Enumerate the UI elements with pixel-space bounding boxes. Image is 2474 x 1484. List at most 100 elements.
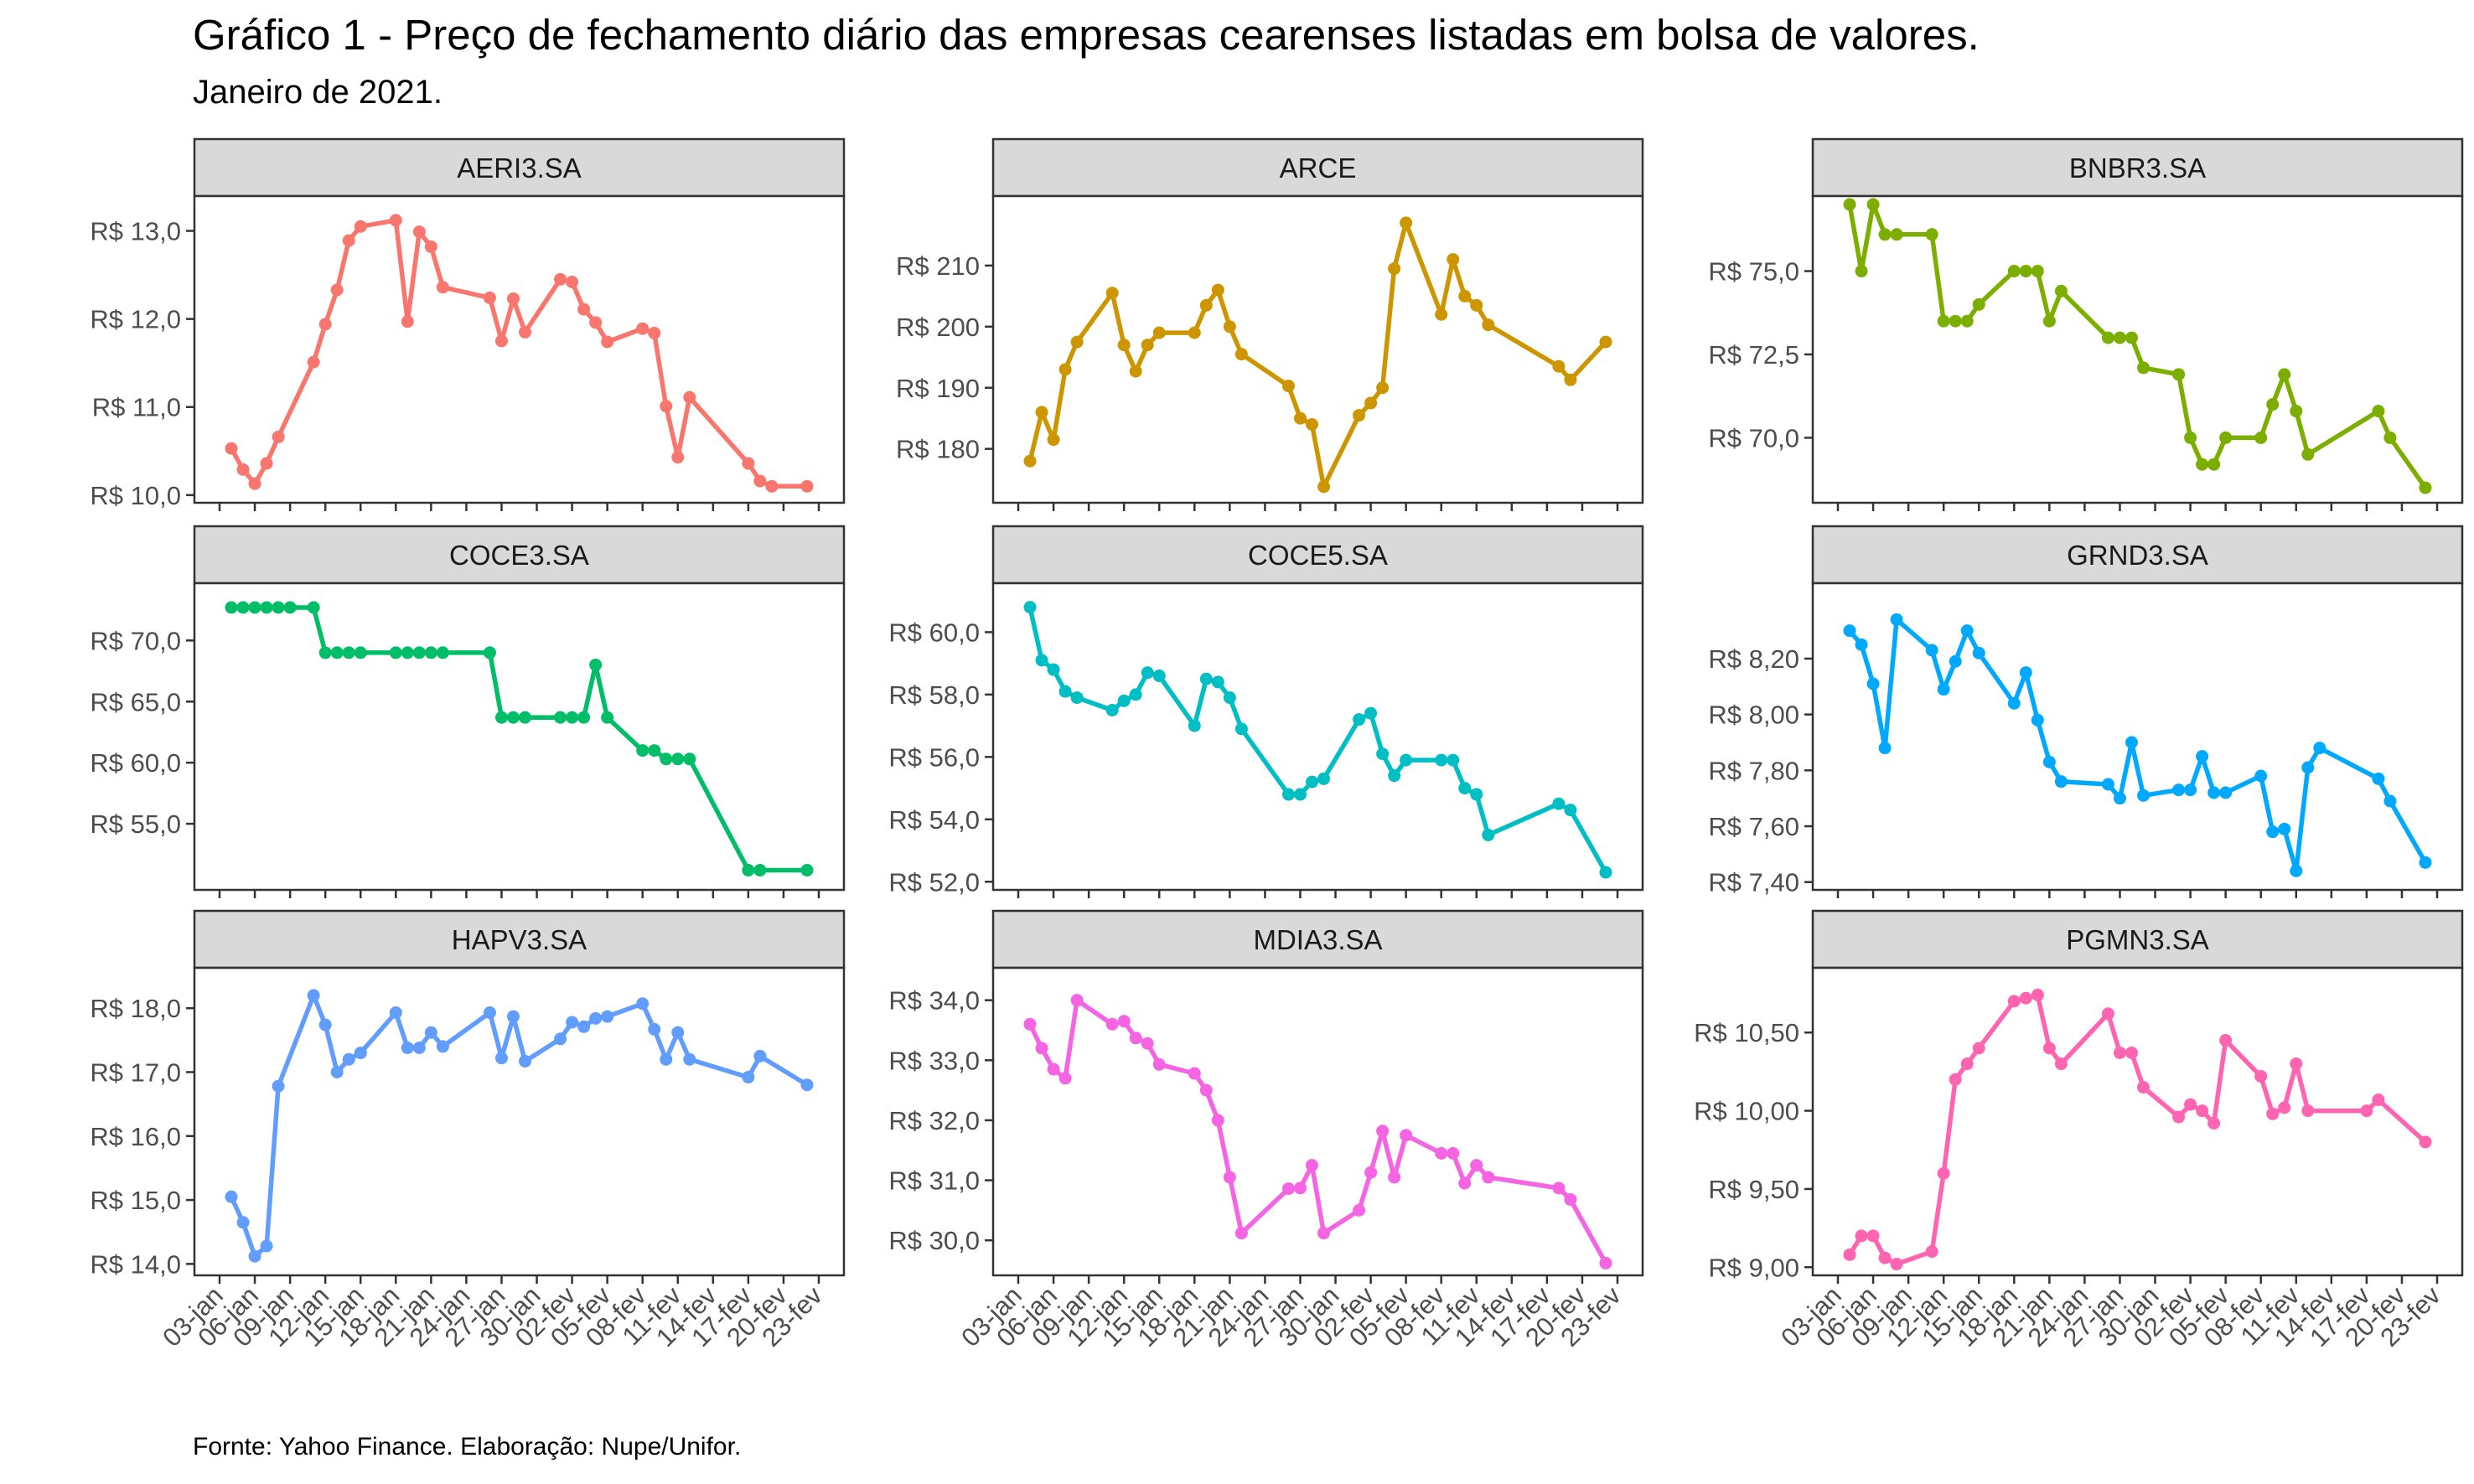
data-point	[307, 989, 320, 1002]
data-point	[1552, 1182, 1566, 1195]
data-point	[2137, 1081, 2151, 1094]
panel-strip-label: PGMN3.SA	[2066, 924, 2209, 955]
data-point	[2019, 265, 2032, 278]
y-tick-label: R$ 190	[896, 374, 980, 403]
data-point	[589, 316, 603, 329]
data-point	[1878, 228, 1892, 241]
data-point	[1435, 308, 1448, 321]
data-point	[1023, 1017, 1037, 1031]
panel-strip	[991, 909, 1644, 970]
data-point	[1317, 1227, 1331, 1240]
data-point	[2184, 1098, 2197, 1111]
data-point	[1949, 314, 1962, 328]
data-point	[506, 711, 520, 724]
data-point	[2372, 405, 2385, 418]
data-point	[2054, 284, 2068, 297]
data-point	[1564, 373, 1577, 386]
data-point	[601, 711, 614, 724]
panel-frame	[1811, 582, 2464, 892]
data-point	[2031, 988, 2044, 1001]
data-point	[2207, 458, 2221, 471]
y-tick-label: R$ 65,0	[90, 687, 181, 716]
data-point	[2172, 783, 2186, 797]
data-point	[2172, 368, 2186, 381]
data-point	[1564, 1192, 1577, 1206]
data-point	[342, 646, 355, 659]
data-point	[1070, 994, 1084, 1007]
y-tick-label: R$ 56,0	[888, 742, 980, 772]
panel-strip-label: HAPV3.SA	[452, 924, 587, 955]
data-point	[1376, 381, 1390, 395]
data-point	[436, 646, 449, 659]
data-point	[236, 601, 250, 614]
data-point	[2266, 825, 2280, 839]
data-point	[636, 744, 650, 758]
data-point	[1855, 265, 1868, 278]
data-point	[1305, 1159, 1318, 1172]
data-point	[1843, 624, 1856, 638]
data-point	[1152, 326, 1166, 339]
data-point	[424, 240, 437, 253]
data-point	[1105, 1017, 1119, 1031]
data-point	[1447, 1146, 1460, 1160]
data-point	[566, 711, 579, 724]
data-point	[1129, 365, 1142, 378]
y-tick-label: R$ 13,0	[90, 217, 181, 246]
data-point	[671, 451, 685, 464]
data-point	[1364, 706, 1378, 720]
data-point	[2266, 1107, 2280, 1120]
y-tick-label: R$ 17,0	[90, 1057, 181, 1087]
data-point	[1293, 1182, 1307, 1195]
data-point	[2254, 431, 2268, 444]
data-point	[307, 355, 320, 369]
data-point	[1035, 1042, 1048, 1055]
data-point	[1960, 1057, 1974, 1071]
data-point	[2137, 361, 2151, 375]
data-point	[1447, 253, 1460, 266]
data-point	[648, 326, 661, 339]
data-point	[1925, 644, 1938, 657]
data-point	[742, 1071, 755, 1084]
data-point	[2419, 1135, 2432, 1149]
y-tick-label: R$ 60,0	[90, 748, 181, 778]
data-point	[1223, 691, 1236, 705]
data-point	[248, 477, 261, 490]
data-point	[1105, 287, 1119, 300]
y-tick-label: R$ 16,0	[90, 1122, 181, 1151]
data-point	[2125, 1046, 2138, 1059]
data-point	[1470, 1159, 1483, 1172]
data-point	[1878, 742, 1892, 755]
data-point	[318, 1018, 332, 1032]
y-tick-label: R$ 55,0	[90, 809, 181, 839]
data-point	[354, 220, 367, 233]
data-point	[483, 291, 496, 304]
data-point	[1152, 1057, 1166, 1071]
panel-frame	[991, 582, 1644, 892]
data-point	[412, 1041, 426, 1054]
y-tick-label: R$ 7,80	[1708, 756, 1799, 785]
data-point	[1234, 1227, 1248, 1240]
data-point	[2125, 331, 2138, 344]
panel-frame	[193, 966, 846, 1277]
data-point	[2101, 331, 2114, 344]
panel-strip-label: GRND3.SA	[2067, 540, 2208, 571]
data-point	[494, 711, 508, 724]
data-point	[2007, 696, 2021, 710]
data-point	[2372, 1093, 2385, 1106]
data-point	[1129, 1032, 1142, 1045]
panel-frame	[193, 194, 846, 504]
data-point	[1855, 1229, 1868, 1243]
data-point	[1281, 1182, 1295, 1196]
y-tick-label: R$ 9,00	[1708, 1253, 1799, 1282]
data-point	[272, 1079, 285, 1093]
data-point	[436, 281, 449, 294]
data-point	[1482, 1171, 1495, 1184]
data-point	[1211, 1114, 1224, 1127]
data-point	[1937, 1166, 1950, 1180]
chart-subtitle: Janeiro de 2021.	[193, 74, 443, 111]
data-point	[283, 601, 297, 614]
data-point	[2290, 1057, 2303, 1071]
data-point	[1960, 624, 1974, 638]
y-tick-label: R$ 9,50	[1708, 1175, 1799, 1204]
panel-hapv3-sa: HAPV3.SA R$ 14,0 R$ 15,0 R$ 16,0 R$ 17,0 R$ 1…	[90, 909, 846, 1352]
